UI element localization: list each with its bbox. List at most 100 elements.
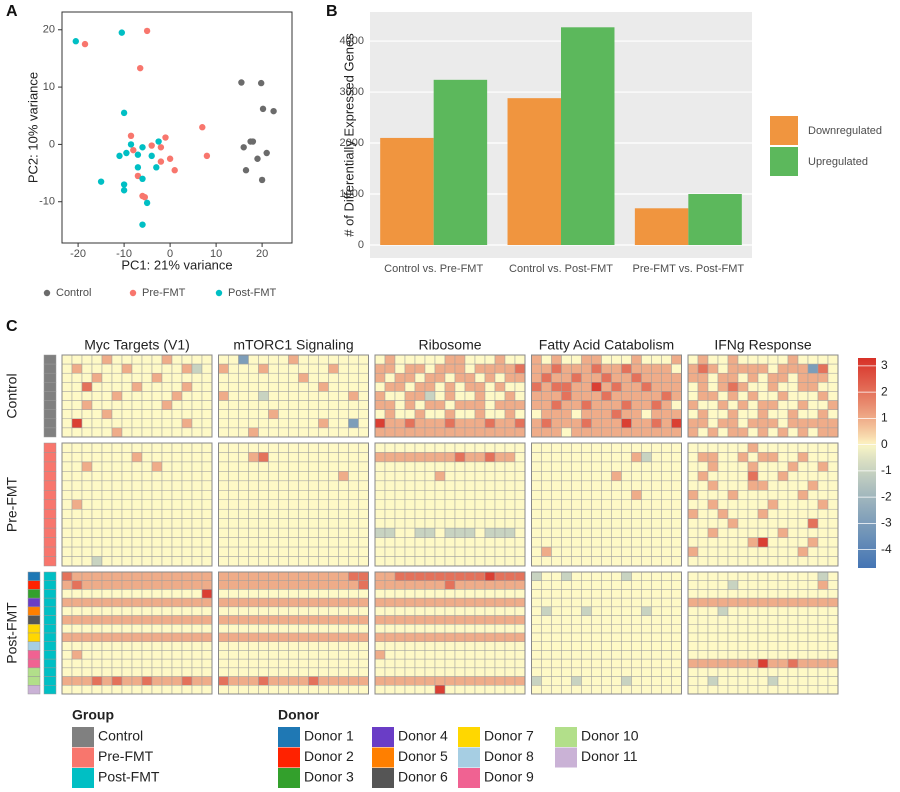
heatmap-cell	[601, 685, 612, 695]
heatmap-cell	[671, 624, 682, 634]
heatmap-cell	[601, 372, 612, 383]
heatmap-cell	[288, 518, 299, 529]
heatmap-cell	[424, 354, 436, 365]
heatmap-cell	[551, 400, 562, 410]
heatmap-cell	[611, 418, 622, 429]
heatmap-cell	[717, 400, 729, 410]
heatmap-cell	[424, 589, 436, 599]
heatmap-cell	[581, 427, 592, 438]
heatmap-cell	[631, 490, 642, 501]
heatmap-cell	[504, 372, 516, 383]
heatmap-cell	[141, 518, 153, 529]
heatmap-cell	[444, 624, 456, 634]
heatmap-cell	[551, 442, 562, 453]
heatmap-cell	[757, 427, 769, 438]
heatmap-cell	[484, 354, 496, 365]
group-annotation	[43, 442, 57, 453]
heatmap-cell	[541, 480, 552, 491]
heatmap-cell	[827, 632, 839, 642]
heatmap-cell	[101, 556, 113, 567]
point	[157, 158, 165, 165]
heatmap-cell	[707, 442, 719, 453]
heatmap-cell	[787, 461, 799, 472]
heatmap-cell	[384, 409, 396, 420]
heatmap-cell	[464, 499, 476, 510]
heatmap-cell	[484, 471, 496, 482]
heatmap-cell	[651, 499, 662, 510]
heatmap-cell	[101, 382, 113, 392]
heatmap-cell	[611, 597, 622, 608]
heatmap-cell	[358, 418, 369, 429]
heatmap-cell	[171, 363, 183, 374]
heatmap-cell	[797, 471, 809, 482]
heatmap-cell	[611, 624, 622, 634]
heatmap-cell	[571, 641, 582, 651]
heatmap-cell	[474, 363, 486, 374]
heatmap-cell	[797, 650, 809, 660]
heatmap-cell	[767, 650, 779, 660]
heatmap-cell	[218, 508, 229, 519]
heatmap-cell	[394, 409, 406, 420]
heatmap-cell	[601, 409, 612, 420]
group-annotation	[43, 632, 57, 642]
heatmap-cell	[514, 354, 526, 365]
heatmap-cell	[278, 641, 289, 651]
heatmap-cell	[258, 632, 269, 642]
heatmap-cell	[181, 571, 193, 581]
heatmap-cell	[384, 480, 396, 491]
block-outline	[218, 571, 369, 695]
heatmap-cell	[358, 391, 369, 401]
heatmap-cell	[631, 518, 642, 529]
column-title: IFNg Response	[714, 337, 811, 353]
heatmap-cell	[91, 518, 103, 529]
heatmap-cell	[298, 650, 309, 660]
heatmap-cell	[671, 418, 682, 429]
heatmap-cell	[484, 418, 496, 429]
heatmap-cell	[671, 527, 682, 538]
heatmap-cell	[278, 615, 289, 625]
heatmap-cell	[817, 632, 829, 642]
heatmap-cell	[707, 624, 719, 634]
heatmap-cell	[767, 632, 779, 642]
heatmap-cell	[697, 537, 709, 548]
heatmap-cell	[531, 480, 542, 491]
heatmap-cell	[777, 537, 789, 548]
heatmap-cell	[161, 571, 173, 581]
heatmap-cell	[71, 499, 83, 510]
heatmap-cell	[611, 508, 622, 519]
heatmap-cell	[787, 527, 799, 538]
heatmap-cell	[757, 409, 769, 420]
block-outline	[218, 354, 369, 438]
heatmap-cell	[641, 499, 652, 510]
heatmap-cell	[374, 615, 386, 625]
heatmap-cell	[141, 546, 153, 557]
heatmap-cell	[404, 685, 416, 695]
heatmap-cell	[248, 471, 259, 482]
heatmap-cell	[81, 471, 93, 482]
heatmap-cell	[514, 480, 526, 491]
heatmap-cell	[531, 372, 542, 383]
heatmap-cell	[747, 546, 759, 557]
point	[155, 138, 162, 145]
heatmap-cell	[747, 480, 759, 491]
heatmap-cell	[454, 624, 466, 634]
heatmap-cell	[434, 624, 446, 634]
heatmap-cell	[101, 650, 113, 660]
heatmap-cell	[787, 615, 799, 625]
heatmap-cell	[707, 372, 719, 383]
heatmap-cell	[268, 508, 279, 519]
heatmap-cell	[171, 391, 183, 401]
heatmap-cell	[807, 597, 819, 608]
heatmap-cell	[474, 650, 486, 660]
heatmap-cell	[817, 546, 829, 557]
heatmap-cell	[91, 597, 103, 608]
heatmap-cell	[348, 589, 359, 599]
heatmap-cell	[797, 499, 809, 510]
heatmap-cell	[394, 632, 406, 642]
heatmap-cell	[171, 556, 183, 567]
heatmap-cell	[661, 480, 672, 491]
x-tick-label: 10	[210, 248, 222, 260]
heatmap-cell	[747, 624, 759, 634]
heatmap-cell	[151, 452, 163, 463]
heatmap-cell	[671, 499, 682, 510]
